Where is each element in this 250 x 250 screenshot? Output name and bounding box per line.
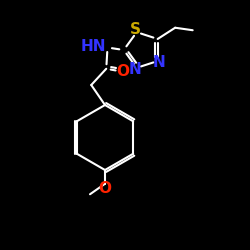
Text: S: S (130, 22, 141, 37)
Text: O: O (116, 64, 130, 79)
Text: N: N (129, 62, 142, 76)
Text: HN: HN (81, 39, 106, 54)
Text: O: O (98, 181, 112, 196)
Text: N: N (152, 55, 165, 70)
